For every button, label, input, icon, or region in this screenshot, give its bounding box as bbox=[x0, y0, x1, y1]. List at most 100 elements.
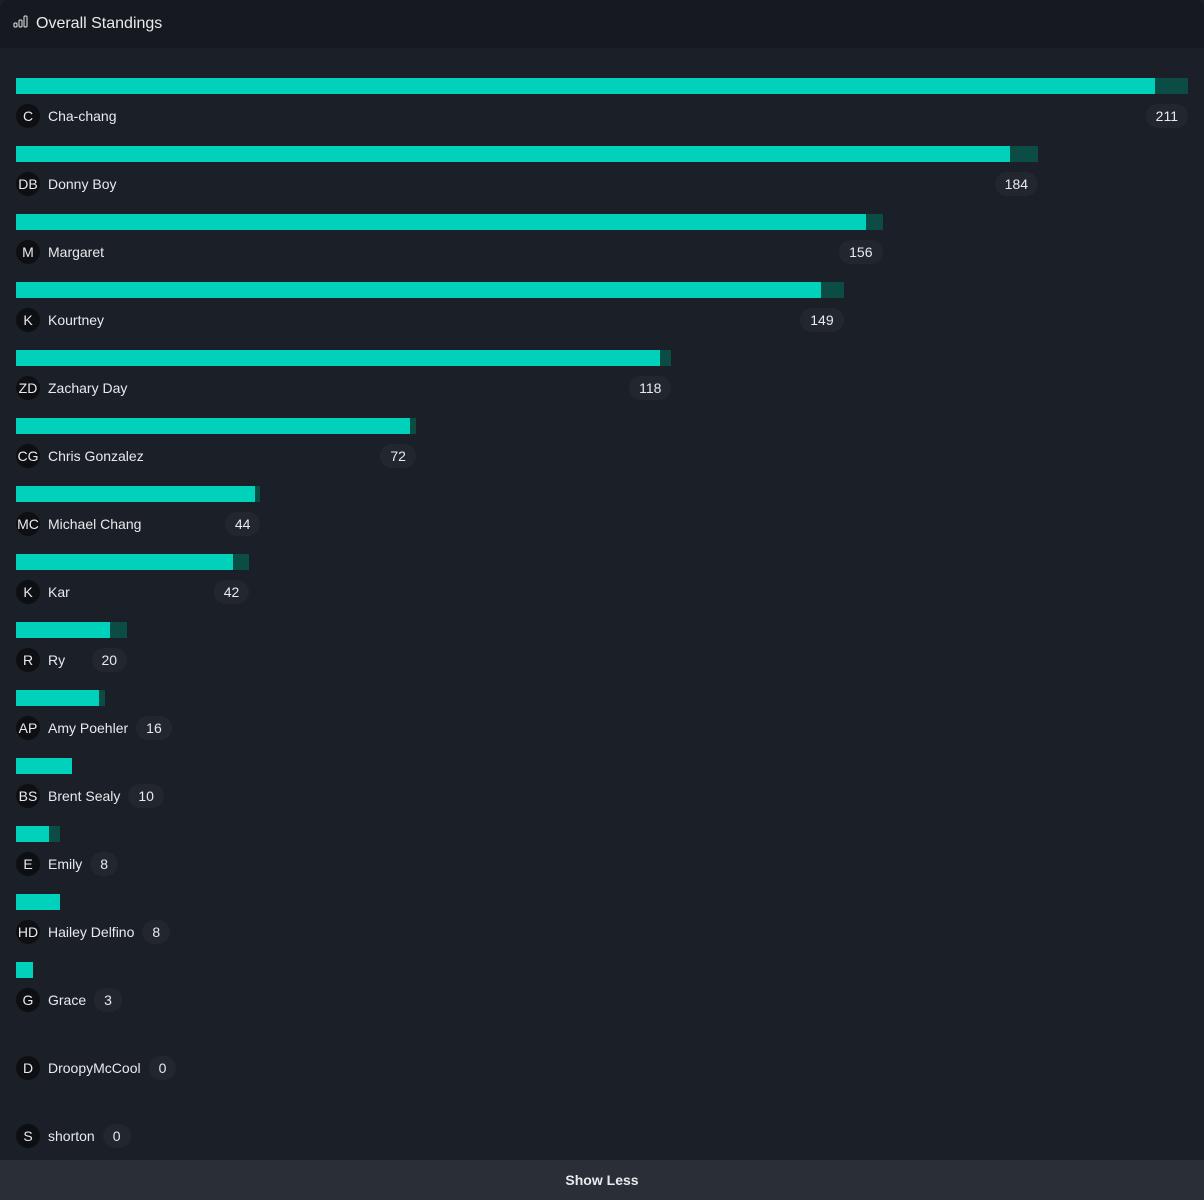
score-badge: 211 bbox=[1145, 104, 1188, 128]
standing-row: C Cha-chang 211 bbox=[16, 78, 1188, 146]
score-badge: 8 bbox=[90, 852, 119, 876]
bar-chart-icon bbox=[13, 15, 28, 33]
avatar: K bbox=[16, 580, 40, 604]
score-badge: 42 bbox=[213, 580, 250, 604]
avatar: CG bbox=[16, 444, 40, 468]
player-name: Donny Boy bbox=[48, 176, 117, 192]
score-badge: 16 bbox=[136, 716, 172, 740]
score-bar bbox=[16, 486, 261, 502]
player-name: Brent Sealy bbox=[48, 788, 121, 804]
score-bar-primary bbox=[16, 146, 1011, 162]
show-less-button[interactable]: Show Less bbox=[0, 1160, 1204, 1200]
score-bar-primary bbox=[16, 758, 72, 774]
score-badge: 44 bbox=[224, 512, 261, 536]
standing-info: R Ry 20 bbox=[16, 648, 128, 672]
standing-info: C Cha-chang 211 bbox=[16, 104, 1188, 128]
score-badge: 3 bbox=[94, 988, 122, 1012]
player-name: Ry bbox=[48, 652, 66, 668]
player-name: shorton bbox=[48, 1128, 95, 1144]
player-name: DroopyMcCool bbox=[48, 1060, 141, 1076]
score-bar bbox=[16, 418, 416, 434]
standing-row: AP Amy Poehler 16 bbox=[16, 690, 1188, 758]
standing-info: E Emily 8 bbox=[16, 852, 119, 876]
page-title: Overall Standings bbox=[36, 15, 163, 32]
score-badge: 8 bbox=[142, 920, 171, 944]
score-bar-primary bbox=[16, 622, 111, 638]
standing-info: CG Chris Gonzalez 72 bbox=[16, 444, 416, 468]
standing-info: AP Amy Poehler 16 bbox=[16, 716, 172, 740]
standing-info: MC Michael Chang 44 bbox=[16, 512, 261, 536]
score-badge: 149 bbox=[800, 308, 844, 332]
player-name: Margaret bbox=[48, 244, 105, 260]
avatar: AP bbox=[16, 716, 40, 740]
score-bar bbox=[16, 146, 1039, 162]
score-badge: 20 bbox=[91, 648, 128, 672]
player-name: Amy Poehler bbox=[48, 720, 129, 736]
header: Overall Standings bbox=[0, 0, 1204, 48]
player-name: Cha-chang bbox=[48, 108, 117, 124]
player-name: Chris Gonzalez bbox=[48, 448, 144, 464]
standing-row: D DroopyMcCool 0 bbox=[16, 1030, 1188, 1098]
score-badge: 72 bbox=[380, 444, 416, 468]
score-bar bbox=[16, 894, 61, 910]
score-bar-primary bbox=[16, 78, 1155, 94]
avatar: K bbox=[16, 308, 40, 332]
score-bar bbox=[16, 622, 128, 638]
standing-row: BS Brent Sealy 10 bbox=[16, 758, 1188, 826]
score-badge: 0 bbox=[102, 1124, 131, 1148]
score-bar-primary bbox=[16, 214, 866, 230]
avatar: BS bbox=[16, 784, 40, 808]
player-name: Kar bbox=[48, 584, 70, 600]
avatar: M bbox=[16, 240, 40, 264]
standing-row: DB Donny Boy 184 bbox=[16, 146, 1188, 214]
standing-row: CG Chris Gonzalez 72 bbox=[16, 418, 1188, 486]
player-name: Grace bbox=[48, 992, 87, 1008]
avatar: D bbox=[16, 1056, 40, 1080]
standing-info: D DroopyMcCool 0 bbox=[16, 1056, 177, 1080]
avatar: HD bbox=[16, 920, 40, 944]
score-bar-primary bbox=[16, 350, 661, 366]
avatar: C bbox=[16, 104, 40, 128]
score-bar-primary bbox=[16, 962, 33, 978]
score-bar-primary bbox=[16, 486, 255, 502]
score-bar-primary bbox=[16, 282, 822, 298]
score-bar bbox=[16, 826, 61, 842]
avatar: ZD bbox=[16, 376, 40, 400]
standing-row: MC Michael Chang 44 bbox=[16, 486, 1188, 554]
score-bar-primary bbox=[16, 554, 233, 570]
standing-row: E Emily 8 bbox=[16, 826, 1188, 894]
score-bar-primary bbox=[16, 894, 61, 910]
player-name: Hailey Delfino bbox=[48, 924, 135, 940]
standing-info: HD Hailey Delfino 8 bbox=[16, 920, 171, 944]
standing-row: G Grace 3 bbox=[16, 962, 1188, 1030]
standing-info: G Grace 3 bbox=[16, 988, 122, 1012]
standing-row: K Kar 42 bbox=[16, 554, 1188, 622]
score-bar bbox=[16, 282, 844, 298]
player-name: Emily bbox=[48, 856, 83, 872]
avatar: S bbox=[16, 1124, 40, 1148]
score-bar-primary bbox=[16, 826, 50, 842]
score-badge: 0 bbox=[148, 1056, 177, 1080]
standing-row: HD Hailey Delfino 8 bbox=[16, 894, 1188, 962]
avatar: G bbox=[16, 988, 40, 1012]
score-bar bbox=[16, 758, 72, 774]
standings-list: C Cha-chang 211 DB Donny Boy 184 M Margaret 15… bbox=[16, 78, 1188, 1166]
score-bar-primary bbox=[16, 418, 411, 434]
avatar: R bbox=[16, 648, 40, 672]
standing-row: M Margaret 156 bbox=[16, 214, 1188, 282]
standing-info: BS Brent Sealy 10 bbox=[16, 784, 164, 808]
player-name: Kourtney bbox=[48, 312, 105, 328]
standing-row: R Ry 20 bbox=[16, 622, 1188, 690]
score-bar bbox=[16, 554, 250, 570]
score-badge: 10 bbox=[128, 784, 164, 808]
score-badge: 184 bbox=[994, 172, 1039, 196]
score-bar bbox=[16, 350, 672, 366]
standing-info: K Kourtney 149 bbox=[16, 308, 844, 332]
score-bar bbox=[16, 78, 1188, 94]
standing-info: DB Donny Boy 184 bbox=[16, 172, 1039, 196]
standing-info: M Margaret 156 bbox=[16, 240, 883, 264]
standing-info: ZD Zachary Day 118 bbox=[16, 376, 672, 400]
score-bar bbox=[16, 214, 883, 230]
score-badge: 156 bbox=[839, 240, 883, 264]
